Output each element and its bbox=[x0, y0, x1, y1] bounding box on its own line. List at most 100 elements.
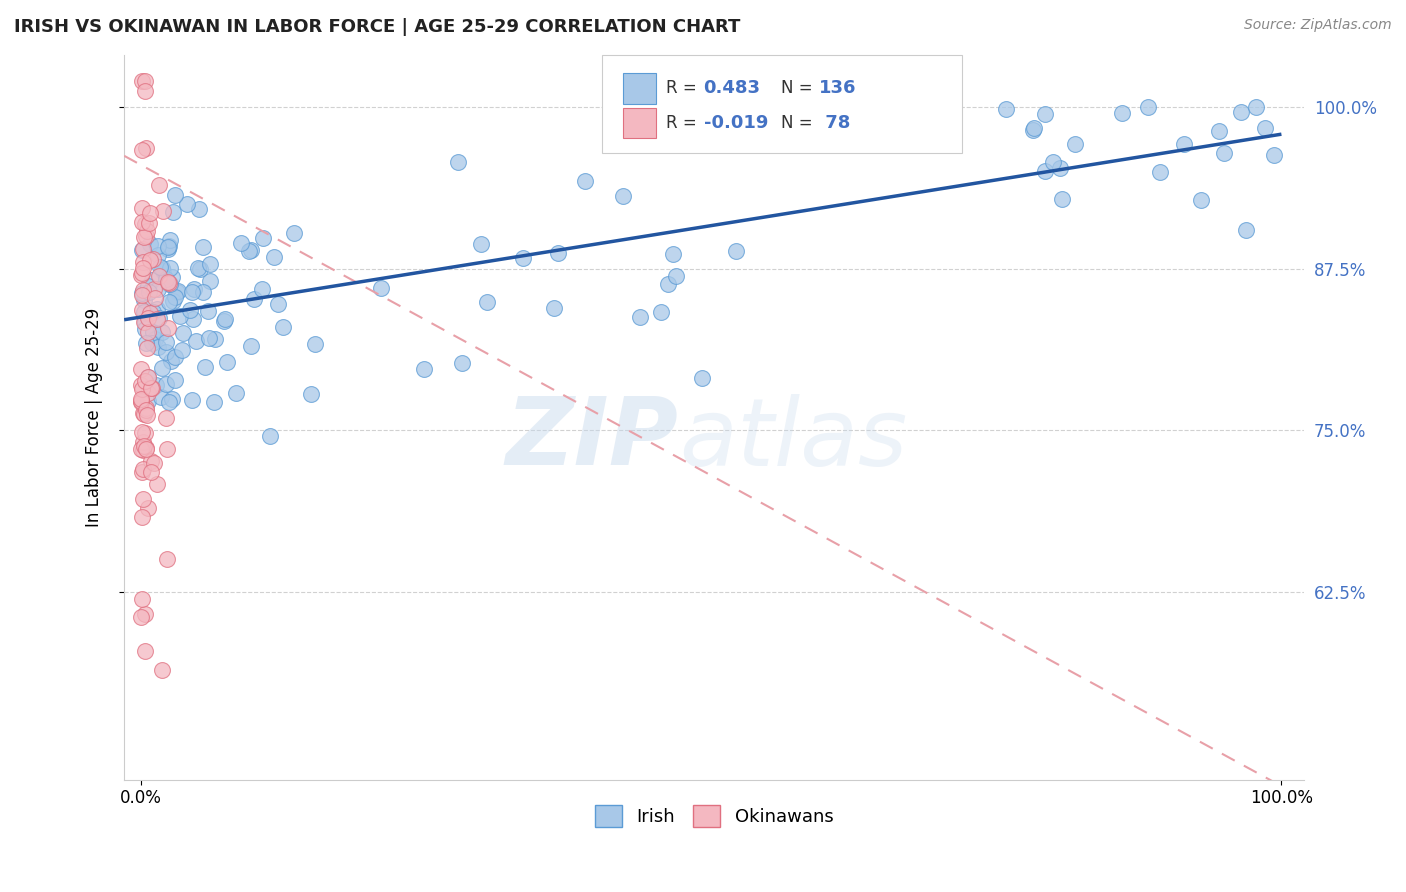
Point bbox=[131, 442, 153, 457]
Point bbox=[148, 268, 170, 283]
Point bbox=[299, 387, 322, 401]
Point bbox=[163, 188, 186, 202]
Text: ZIP: ZIP bbox=[506, 393, 679, 485]
Point bbox=[131, 74, 153, 88]
Point bbox=[131, 285, 153, 300]
Point bbox=[184, 334, 207, 348]
Point bbox=[132, 230, 155, 244]
Point bbox=[146, 282, 169, 296]
Point bbox=[131, 202, 153, 216]
Point bbox=[131, 362, 153, 376]
Point bbox=[136, 279, 159, 293]
Point bbox=[135, 335, 157, 350]
Point bbox=[259, 429, 281, 443]
Point bbox=[141, 273, 163, 287]
Point bbox=[135, 403, 157, 417]
Point bbox=[136, 408, 159, 422]
Point bbox=[239, 339, 262, 353]
Point bbox=[132, 462, 155, 476]
Point bbox=[131, 395, 153, 409]
Point bbox=[1024, 121, 1046, 136]
Point bbox=[145, 301, 167, 316]
Text: -0.019: -0.019 bbox=[703, 114, 768, 132]
Point bbox=[191, 240, 214, 254]
Point bbox=[134, 217, 156, 231]
Point bbox=[477, 295, 499, 310]
Point bbox=[155, 551, 177, 566]
Point bbox=[131, 377, 153, 392]
Text: atlas: atlas bbox=[679, 393, 907, 484]
Point bbox=[994, 103, 1017, 117]
Point bbox=[145, 377, 167, 392]
FancyBboxPatch shape bbox=[602, 55, 962, 153]
Point bbox=[181, 285, 204, 299]
Point bbox=[131, 609, 153, 624]
Point bbox=[134, 607, 156, 621]
Point bbox=[136, 370, 159, 384]
Point bbox=[172, 326, 194, 340]
Point bbox=[165, 351, 187, 365]
Point bbox=[136, 310, 159, 325]
Point bbox=[156, 321, 179, 335]
Point bbox=[159, 261, 181, 276]
Point bbox=[134, 74, 156, 88]
Point bbox=[132, 315, 155, 329]
Point bbox=[138, 216, 160, 230]
Point bbox=[134, 315, 156, 329]
Point bbox=[131, 435, 153, 450]
Point bbox=[139, 252, 162, 267]
Point bbox=[1063, 137, 1085, 152]
Point bbox=[139, 466, 162, 480]
Point bbox=[157, 277, 180, 292]
Point bbox=[135, 441, 157, 455]
Point bbox=[131, 214, 153, 228]
Point bbox=[252, 231, 274, 245]
Point bbox=[131, 303, 153, 318]
Point bbox=[162, 205, 184, 219]
Point bbox=[229, 235, 252, 250]
Point bbox=[239, 243, 262, 257]
Point bbox=[724, 244, 747, 258]
Point bbox=[187, 261, 209, 276]
Point bbox=[169, 309, 191, 323]
Point bbox=[1208, 124, 1230, 138]
Point bbox=[1189, 193, 1212, 207]
Point bbox=[157, 276, 180, 290]
Point bbox=[148, 310, 170, 325]
Point bbox=[134, 84, 156, 98]
Point bbox=[162, 294, 184, 309]
Point bbox=[148, 340, 170, 354]
Point bbox=[657, 277, 679, 291]
Point bbox=[139, 381, 162, 395]
Point bbox=[661, 246, 683, 260]
Point bbox=[148, 178, 170, 192]
Point bbox=[146, 248, 169, 262]
Point bbox=[157, 239, 180, 253]
Point bbox=[191, 285, 214, 299]
Point bbox=[204, 332, 226, 346]
Point bbox=[142, 326, 165, 340]
Point bbox=[1234, 223, 1257, 237]
Point bbox=[198, 331, 221, 345]
Point bbox=[131, 287, 153, 301]
Point bbox=[238, 244, 260, 258]
FancyBboxPatch shape bbox=[623, 108, 657, 138]
Text: Source: ZipAtlas.com: Source: ZipAtlas.com bbox=[1244, 18, 1392, 32]
Point bbox=[132, 492, 155, 507]
Point bbox=[156, 275, 179, 289]
Point bbox=[159, 233, 181, 247]
Y-axis label: In Labor Force | Age 25-29: In Labor Force | Age 25-29 bbox=[86, 308, 103, 527]
Point bbox=[1050, 193, 1073, 207]
Point bbox=[1022, 123, 1045, 137]
Point bbox=[135, 442, 157, 457]
Point bbox=[447, 154, 470, 169]
Text: 0.483: 0.483 bbox=[703, 79, 761, 97]
Point bbox=[200, 274, 222, 288]
Point bbox=[157, 240, 180, 254]
Point bbox=[166, 284, 188, 298]
Point bbox=[412, 362, 434, 376]
Point bbox=[139, 236, 162, 251]
Point bbox=[1137, 100, 1160, 114]
Point bbox=[131, 510, 153, 524]
Point bbox=[155, 335, 177, 350]
